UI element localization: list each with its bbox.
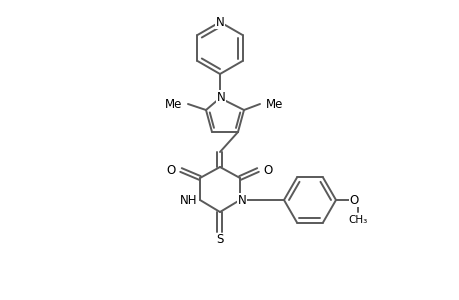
Text: O: O xyxy=(263,164,272,176)
Text: O: O xyxy=(349,194,358,206)
Text: S: S xyxy=(216,233,223,247)
Text: Me: Me xyxy=(265,98,283,110)
Text: N: N xyxy=(237,194,246,206)
Text: Me: Me xyxy=(164,98,182,110)
Text: N: N xyxy=(215,16,224,28)
Text: O: O xyxy=(166,164,176,176)
Text: NH: NH xyxy=(179,194,196,206)
Text: CH₃: CH₃ xyxy=(347,215,367,225)
Text: N: N xyxy=(216,91,225,103)
